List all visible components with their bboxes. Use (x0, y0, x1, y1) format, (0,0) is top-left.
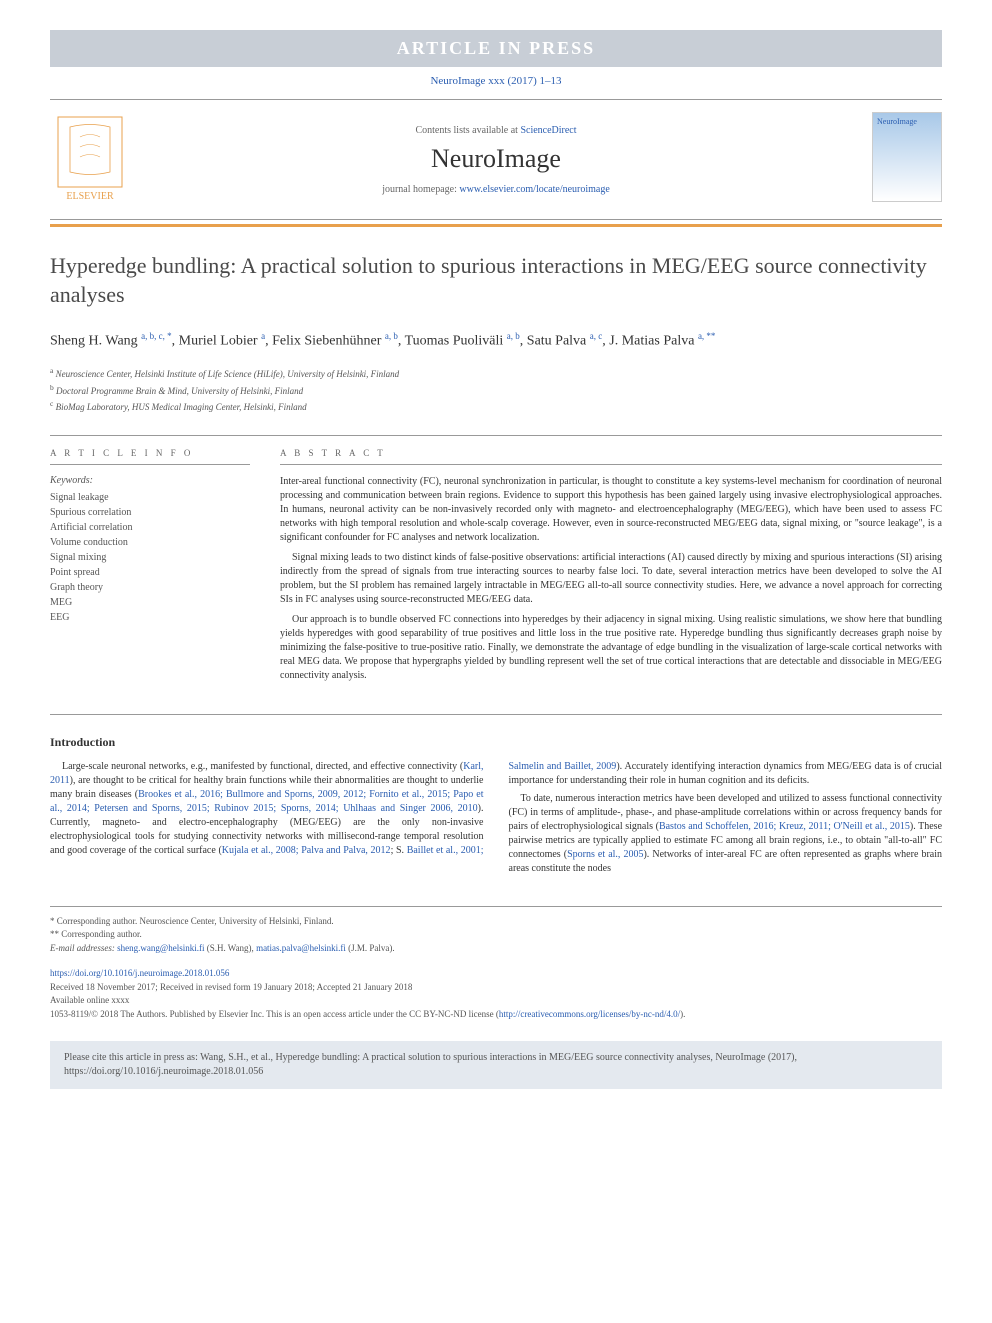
journal-cover-area (842, 112, 942, 207)
sciencedirect-link[interactable]: ScienceDirect (520, 125, 576, 136)
citation-link[interactable]: Sporns et al., 2005 (567, 849, 643, 860)
abstract-paragraph: Inter-areal functional connectivity (FC)… (280, 475, 942, 545)
elsevier-logo-icon: ELSEVIER (50, 112, 130, 202)
publisher-logo-area: ELSEVIER (50, 112, 150, 207)
keyword-item: Spurious correlation (50, 505, 250, 520)
introduction-heading: Introduction (50, 735, 942, 750)
keyword-item: Graph theory (50, 580, 250, 595)
citation-link[interactable]: Bastos and Schoffelen, 2016; Kreuz, 2011… (659, 821, 910, 832)
abstract-text: Inter-areal functional connectivity (FC)… (280, 475, 942, 683)
affiliations-list: a Neuroscience Center, Helsinki Institut… (50, 365, 942, 415)
abstract-heading: A B S T R A C T (280, 448, 942, 465)
cc-license-link[interactable]: http://creativecommons.org/licenses/by-n… (499, 1009, 680, 1019)
introduction-body: Large-scale neuronal networks, e.g., man… (50, 760, 942, 876)
journal-issue-line: NeuroImage xxx (2017) 1–13 (50, 75, 942, 87)
keyword-item: Signal mixing (50, 550, 250, 565)
abstract-paragraph: Our approach is to bundle observed FC co… (280, 613, 942, 683)
keywords-label: Keywords: (50, 475, 250, 486)
doi-copyright-block: https://doi.org/10.1016/j.neuroimage.201… (50, 967, 942, 1021)
journal-homepage-link[interactable]: www.elsevier.com/locate/neuroimage (459, 184, 609, 195)
keyword-item: EEG (50, 610, 250, 625)
article-info-column: A R T I C L E I N F O Keywords: Signal l… (50, 448, 250, 689)
author-email-link[interactable]: sheng.wang@helsinki.fi (117, 943, 204, 953)
corresponding-author-1: * Corresponding author. Neuroscience Cen… (50, 915, 942, 929)
citation-box: Please cite this article in press as: Wa… (50, 1041, 942, 1089)
corresponding-author-2: ** Corresponding author. (50, 928, 942, 942)
keyword-item: MEG (50, 595, 250, 610)
keyword-item: Volume conduction (50, 535, 250, 550)
author-email-link[interactable]: matias.palva@helsinki.fi (256, 943, 346, 953)
footnotes-block: * Corresponding author. Neuroscience Cen… (50, 906, 942, 956)
journal-header: ELSEVIER Contents lists available at Sci… (50, 99, 942, 220)
keyword-item: Point spread (50, 565, 250, 580)
affiliation-line: a Neuroscience Center, Helsinki Institut… (50, 365, 942, 382)
keywords-list: Signal leakageSpurious correlationArtifi… (50, 490, 250, 625)
journal-cover-thumbnail-icon (872, 112, 942, 202)
authors-list: Sheng H. Wang a, b, c, *, Muriel Lobier … (50, 329, 942, 353)
keyword-item: Artificial correlation (50, 520, 250, 535)
abstract-column: A B S T R A C T Inter-areal functional c… (280, 448, 942, 689)
available-online: Available online xxxx (50, 994, 942, 1008)
article-info-heading: A R T I C L E I N F O (50, 448, 250, 465)
email-addresses-line: E-mail addresses: sheng.wang@helsinki.fi… (50, 942, 942, 956)
received-dates: Received 18 November 2017; Received in r… (50, 981, 942, 995)
affiliation-line: c BioMag Laboratory, HUS Medical Imaging… (50, 398, 942, 415)
affiliation-line: b Doctoral Programme Brain & Mind, Unive… (50, 382, 942, 399)
orange-divider (50, 224, 942, 227)
doi-link[interactable]: https://doi.org/10.1016/j.neuroimage.201… (50, 968, 229, 978)
citation-link[interactable]: Kujala et al., 2008; (222, 845, 299, 856)
abstract-paragraph: Signal mixing leads to two distinct kind… (280, 551, 942, 607)
copyright-line: 1053-8119/© 2018 The Authors. Published … (50, 1008, 942, 1022)
contents-available-line: Contents lists available at ScienceDirec… (150, 125, 842, 136)
article-title: Hyperedge bundling: A practical solution… (50, 252, 942, 309)
article-in-press-banner: ARTICLE IN PRESS (50, 30, 942, 67)
citation-link[interactable]: Palva and Palva, 2012 (301, 845, 390, 856)
keyword-item: Signal leakage (50, 490, 250, 505)
journal-homepage-line: journal homepage: www.elsevier.com/locat… (150, 184, 842, 195)
journal-name: NeuroImage (150, 144, 842, 174)
svg-text:ELSEVIER: ELSEVIER (66, 191, 114, 202)
